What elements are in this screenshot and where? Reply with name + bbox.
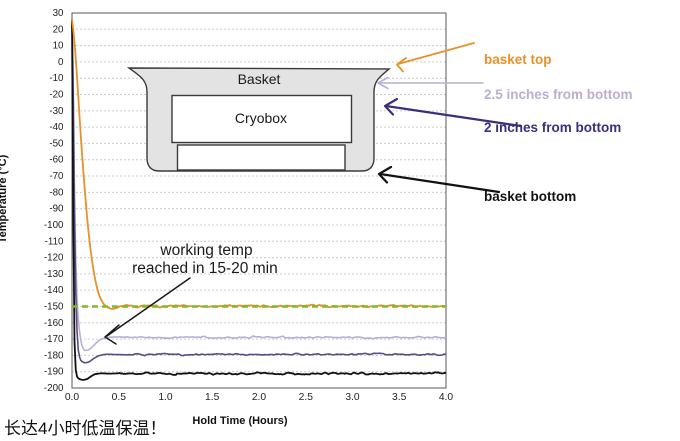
svg-text:basket bottom: basket bottom (484, 189, 576, 204)
svg-text:2 inches from bottom: 2 inches from bottom (484, 120, 621, 135)
svg-text:Basket: Basket (238, 71, 281, 87)
svg-text:working temp: working temp (159, 242, 252, 259)
svg-text:reached in 15-20 min: reached in 15-20 min (132, 260, 278, 277)
svg-text:basket top: basket top (484, 52, 552, 67)
svg-text:2.5 inches from bottom: 2.5 inches from bottom (484, 87, 633, 102)
svg-text:Cryobox: Cryobox (235, 110, 287, 126)
